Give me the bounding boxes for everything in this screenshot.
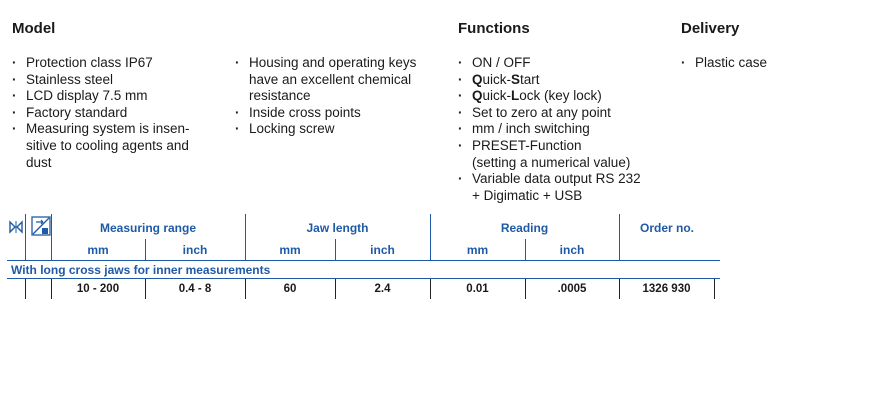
list-item: Quick-Lock (key lock) (458, 88, 668, 105)
list-item: Set to zero at any point (458, 105, 668, 122)
header-jaw-length: Jaw length (306, 221, 369, 235)
cell-jaw-mm: 60 (283, 283, 297, 295)
cell-order-no: 1326 930 (642, 283, 691, 295)
list-item: LCD display 7.5 mm (12, 88, 217, 105)
list-item: Locking screw (235, 121, 455, 138)
list-item: Quick-Start (458, 72, 668, 89)
cell-range-inch: 0.4 - 8 (178, 283, 212, 295)
cell-reading-inch: .0005 (557, 283, 587, 295)
list-item: mm / inch switching (458, 121, 668, 138)
header-unit-mm: mm (466, 243, 489, 257)
header-unit-inch: inch (182, 243, 208, 257)
jaw-type-icon (9, 220, 23, 234)
model-heading: Model (12, 20, 56, 37)
header-unit-inch: inch (370, 243, 395, 257)
functions-heading: Functions (458, 20, 530, 37)
list-item: Inside cross points (235, 105, 455, 122)
header-unit-inch: inch (559, 243, 585, 257)
functions-list: ON / OFF Quick-Start Quick-Lock (key loc… (458, 55, 668, 204)
list-item: PRESET-Function (setting a numerical val… (458, 138, 668, 171)
header-measuring-range: Measuring range (99, 221, 197, 235)
list-item: Stainless steel (12, 72, 217, 89)
cell-reading-mm: 0.01 (466, 283, 489, 295)
measurement-direction-icon (31, 216, 51, 236)
list-item: Protection class IP67 (12, 55, 217, 72)
list-item: Plastic case (681, 55, 861, 72)
list-item: ON / OFF (458, 55, 668, 72)
list-item: Measuring system is insen- sitive to coo… (12, 121, 217, 171)
cell-jaw-inch: 2.4 (374, 283, 391, 295)
cell-range-mm: 10 - 200 (76, 283, 120, 295)
model-features-list-2: Housing and operating keys have an excel… (235, 55, 455, 138)
header-order-no: Order no. (639, 221, 694, 235)
header-reading: Reading (500, 221, 549, 235)
product-table: Measuring range Jaw length Reading Order… (7, 214, 720, 300)
delivery-list: Plastic case (681, 55, 861, 72)
list-item: Factory standard (12, 105, 217, 122)
section-title: With long cross jaws for inner measureme… (11, 263, 271, 277)
model-features-list-1: Protection class IP67 Stainless steel LC… (12, 55, 217, 171)
list-item: Variable data output RS 232 + Digimatic … (458, 171, 668, 204)
list-item: Housing and operating keys have an excel… (235, 55, 455, 105)
header-unit-mm: mm (87, 243, 109, 257)
delivery-heading: Delivery (681, 20, 740, 37)
header-unit-mm: mm (279, 243, 301, 257)
